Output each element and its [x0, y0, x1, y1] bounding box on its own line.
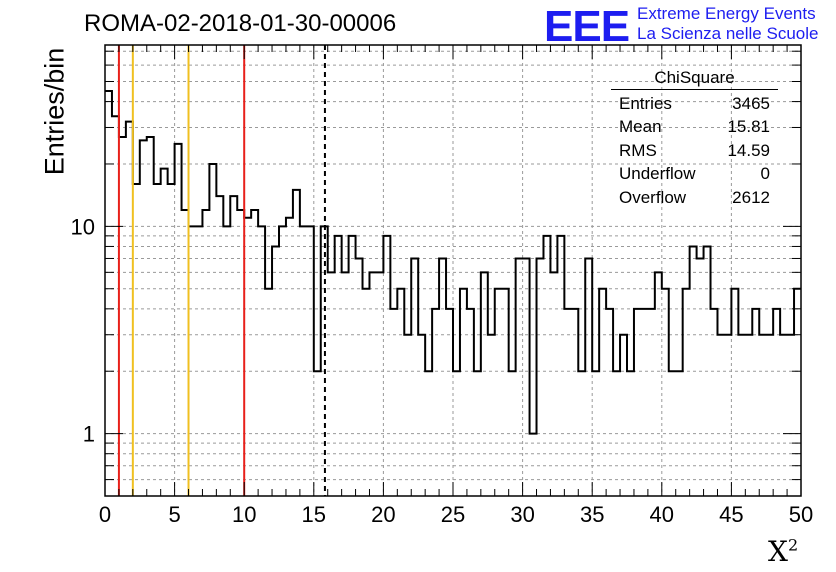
- x-axis-label-superscript: 2: [787, 535, 799, 555]
- x-tick-label: 45: [719, 502, 743, 527]
- stats-label: Overflow: [619, 187, 687, 207]
- x-tick-label: 0: [99, 502, 111, 527]
- stats-value: 14.59: [727, 140, 770, 160]
- x-tick-label: 40: [650, 502, 674, 527]
- x-tick-label: 25: [441, 502, 465, 527]
- stats-value: 15.81: [727, 117, 770, 137]
- logo-line-2: La Scienza nelle Scuole: [637, 24, 819, 43]
- stats-row-mean: Mean 15.81: [611, 115, 778, 138]
- stats-value: 2612: [732, 187, 770, 207]
- x-tick-label: 10: [232, 502, 256, 527]
- x-tick-label: 5: [168, 502, 180, 527]
- y-tick-label: 10: [71, 214, 95, 239]
- stats-label: RMS: [619, 140, 657, 160]
- y-axis-label: Entries/bin: [39, 47, 70, 176]
- stats-box: ChiSquare Entries 3465 Mean 15.81 RMS 14…: [611, 68, 778, 209]
- x-tick-label: 30: [510, 502, 534, 527]
- eee-logo: EEE: [544, 2, 630, 51]
- stats-label: Entries: [619, 94, 672, 113]
- x-tick-label: 20: [371, 502, 395, 527]
- x-tick-label: 35: [580, 502, 604, 527]
- y-tick-label: 1: [83, 422, 95, 447]
- stats-row-entries: Entries 3465: [611, 92, 778, 115]
- x-tick-label: 15: [302, 502, 326, 527]
- stats-row-underflow: Underflow 0: [611, 162, 778, 185]
- chart-title: ROMA-02-2018-01-30-00006: [84, 10, 397, 37]
- x-axis-label-base: X: [768, 535, 788, 568]
- x-axis-label: X2: [768, 535, 798, 568]
- stats-label: Underflow: [619, 164, 696, 184]
- stats-row-rms: RMS 14.59: [611, 139, 778, 162]
- logo-line-1: Extreme Energy Events: [637, 4, 816, 23]
- stats-value: 0: [760, 164, 770, 184]
- stats-row-overflow: Overflow 2612: [611, 186, 778, 209]
- stats-label: Mean: [619, 117, 662, 137]
- stats-value: 3465: [732, 94, 770, 113]
- x-tick-label: 50: [789, 502, 813, 527]
- histogram-series: [105, 89, 801, 435]
- stats-title: ChiSquare: [611, 68, 778, 90]
